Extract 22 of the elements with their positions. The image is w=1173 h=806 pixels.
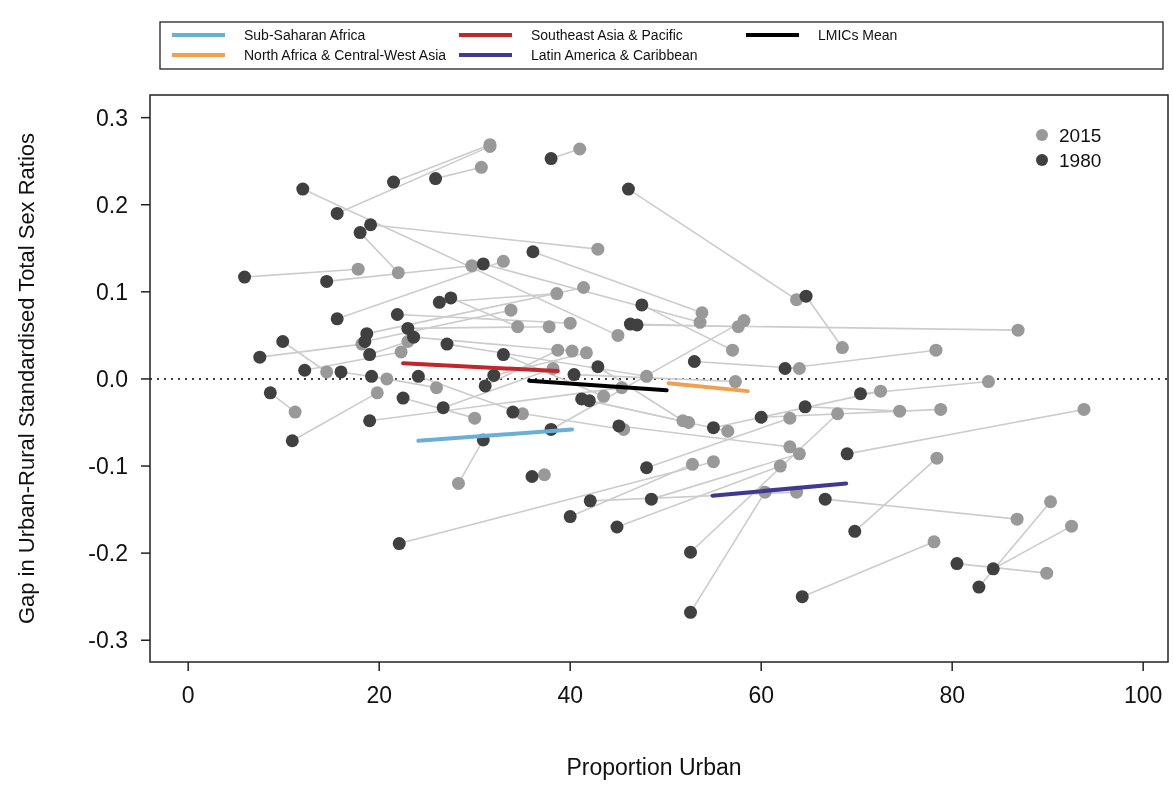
legend-label: Latin America & Caribbean <box>531 47 698 63</box>
legend-label: 2015 <box>1059 125 1102 146</box>
x-tick-label: 20 <box>366 682 392 708</box>
y-tick-label: -0.3 <box>88 627 128 654</box>
x-tick-label: 60 <box>748 682 774 708</box>
x-axis-title: Proportion Urban <box>566 754 742 780</box>
y-tick-label: -0.2 <box>88 540 128 567</box>
y-tick-label: 0.1 <box>96 278 128 305</box>
y-axis-title: Gap in Urban-Rural Standardised Total Sex Ratios <box>14 132 39 625</box>
x-tick-label: 40 <box>557 682 583 708</box>
legend-label: 1980 <box>1059 150 1102 171</box>
legend-label: LMICs Mean <box>818 27 898 43</box>
legend-label: Southeast Asia & Pacific <box>531 27 683 43</box>
y-tick-label: -0.1 <box>88 453 128 480</box>
x-tick-label: 0 <box>181 682 195 708</box>
y-tick-label: 0.2 <box>96 191 128 218</box>
x-tick-label: 80 <box>939 682 965 708</box>
legend-label: North Africa & Central-West Asia <box>244 47 447 63</box>
y-tick-label: 0.3 <box>96 104 128 131</box>
legend-label: Sub-Saharan Africa <box>244 27 366 43</box>
y-tick-label: 0.0 <box>96 365 128 392</box>
x-tick-label: 100 <box>1123 682 1163 708</box>
